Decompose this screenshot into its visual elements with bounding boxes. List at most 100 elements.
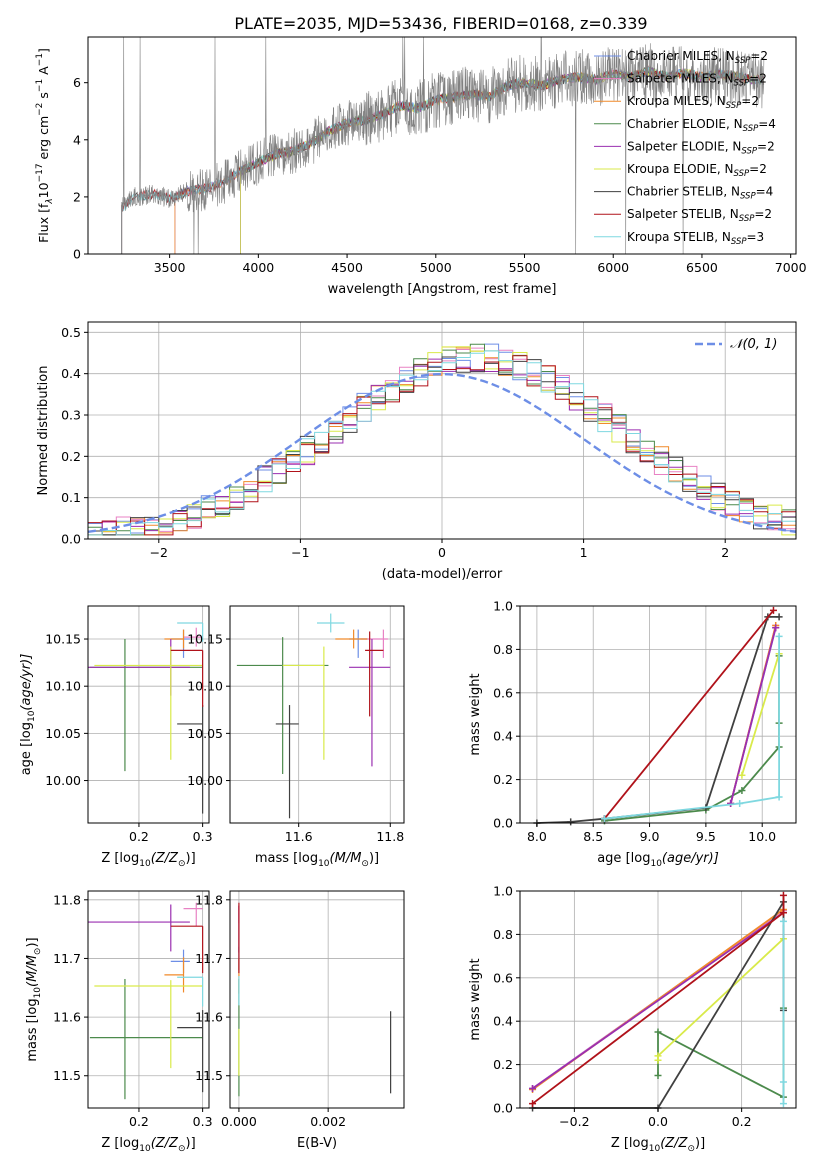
cumulative-marker [654,1071,662,1079]
label-part: −17 [35,163,45,182]
cumulative-marker [779,917,787,925]
y-tick-label: 10.10 [45,679,81,694]
label-part: ] [36,48,51,53]
y-tick-label: 0.4 [493,1014,513,1029]
x-tick-label: 0.3 [193,1114,213,1129]
label-part: =2 [750,49,768,63]
mass-vs-metallicity-panel: 0.2 0.311.511.611.711.8Z [log10(Z/Z⊙)]mas… [25,890,213,1154]
label-part: =2 [741,94,759,108]
x-tick-label: 5500 [509,260,541,275]
y-tick-label: 1.0 [493,884,513,899]
y-tick-label: 11.7 [53,951,81,966]
y-tick-label: 0.0 [493,816,513,831]
cumulative-marker [529,1100,537,1108]
x-axis-label: (data-model)/error [382,567,503,582]
legend-label: Salpeter MILES, NSSP=2 [627,72,767,89]
x-tick-label: 2 [721,545,729,560]
cumulative-line [603,609,775,820]
x-tick-label: 0.2 [129,829,149,844]
label-part: ⊙ [33,948,43,956]
y-axis-label: mass weight [468,673,483,755]
label-part: ⊙ [178,1144,186,1154]
x-tick-label: 0.2 [129,1114,149,1129]
y-tick-label: 11.5 [53,1068,81,1083]
x-tick-label: 8.0 [527,829,547,844]
cumulative-marker [779,1100,787,1108]
label-part: erg cm [36,116,51,164]
cumulative-age-panel: 8.0 8.5 9.0 9.5 10.0 0.0 0.2 0.4 0.6 0.8 1.0 age [l… [468,599,797,869]
label-part: s [36,92,51,103]
x-axis-label: Z [log10(Z/Z⊙)] [611,1136,705,1154]
label-part: (age/yr)] [19,654,34,711]
y-tick-label: 11.8 [53,892,81,907]
label-part: E(B-V) [297,1136,337,1151]
label-part: λ [45,198,55,204]
y-tick-label: 1.0 [493,599,513,614]
y-axis-label: mass weight [468,958,483,1040]
label-part: Kroupa MILES, N [627,94,726,108]
cumulative-marker [779,909,787,917]
label-part: (M/M [330,851,362,866]
cumulative-line [729,627,777,804]
label-part: 10 [650,859,662,869]
x-axis-label: E(B-V) [297,1136,337,1151]
label-part: ⊙ [178,859,186,869]
legend-label: Kroupa ELODIE, NSSP=2 [627,162,767,179]
cumulative-marker [772,624,780,632]
axes-frame [87,36,797,255]
y-tick-label: 10.15 [187,632,223,647]
y-tick-label: 10.05 [45,726,81,741]
x-tick-label: 4000 [242,260,274,275]
y-tick-label: 10.05 [187,726,223,741]
x-tick-label: 0.2 [732,1114,752,1129]
label-part: =4 [758,117,776,131]
mass-vs-ebv-panel: 0.000 0.002 11.5 11.6 11.7 11.8 E(B-V) [195,890,405,1151]
label-part: =3 [747,230,765,244]
label-part: 10 [139,859,151,869]
label-part: SSP [731,237,747,247]
legend-label: Kroupa MILES, NSSP=2 [627,94,759,111]
axes-frame [519,605,797,824]
error-bars [238,902,392,1097]
y-tick-label: 10.00 [187,773,223,788]
y-axis-label: age [log10(age/yr)] [19,654,37,776]
x-tick-label: 8.5 [583,829,603,844]
x-tick-label: 9.5 [696,829,716,844]
label-part: Salpeter STELIB, N [627,207,739,221]
x-tick-label: 0 [438,545,446,560]
y-tick-label: 11.7 [195,951,223,966]
cumulative-marker [775,613,783,621]
label-part: Kroupa STELIB, N [627,230,731,244]
x-axis-label: age [log10(age/yr)] [597,851,719,869]
cumulative-marker [654,1028,662,1036]
y-tick-label: 11.5 [195,1068,223,1083]
legend-label: Chabrier ELODIE, NSSP=4 [627,117,776,134]
label-part: mass [log [255,851,318,866]
y-axis-label: Flux [fλ10−17 erg cm−2 s−1 A−1] [35,48,55,243]
age-vs-mass-panel: 11.6 11.8 10.00 10.05 10.10 10.15 mass [log10(… [187,605,405,869]
y-tick-label: 0 [73,247,81,262]
cumulative-marker [775,793,783,801]
label-part: A [36,66,51,79]
x-axis-label: Z [log10(Z/Z⊙)] [101,851,195,869]
label-part: Salpeter ELODIE, N [627,139,741,153]
axes-frame [87,890,210,1109]
y-tick-label: 10.15 [45,632,81,647]
error-bars [88,902,204,1100]
x-tick-label: −0.2 [559,1114,589,1129]
cumulative-lines [533,606,783,827]
legend-label: Kroupa STELIB, NSSP=3 [627,230,764,247]
label-part: Chabrier ELODIE, N [627,117,743,131]
axes-frame [229,890,405,1109]
x-axis-label: wavelength [Angstrom, rest frame] [328,282,557,297]
label-part: =2 [754,207,772,221]
y-tick-label: 11.6 [195,1010,223,1025]
label-part: SSP [741,146,757,156]
label-part: 10 [649,1144,661,1154]
x-tick-label: 0.0 [648,1114,668,1129]
y-tick-label: 2 [73,189,81,204]
legend-label: Chabrier MILES, NSSP=2 [627,49,768,66]
label-part: (age/yr)] [662,851,719,866]
axes-frame [229,605,405,824]
y-tick-label: 0.0 [493,1101,513,1116]
